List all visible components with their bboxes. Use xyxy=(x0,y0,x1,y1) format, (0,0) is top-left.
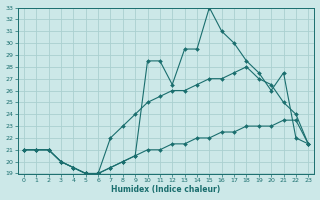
X-axis label: Humidex (Indice chaleur): Humidex (Indice chaleur) xyxy=(111,185,221,194)
